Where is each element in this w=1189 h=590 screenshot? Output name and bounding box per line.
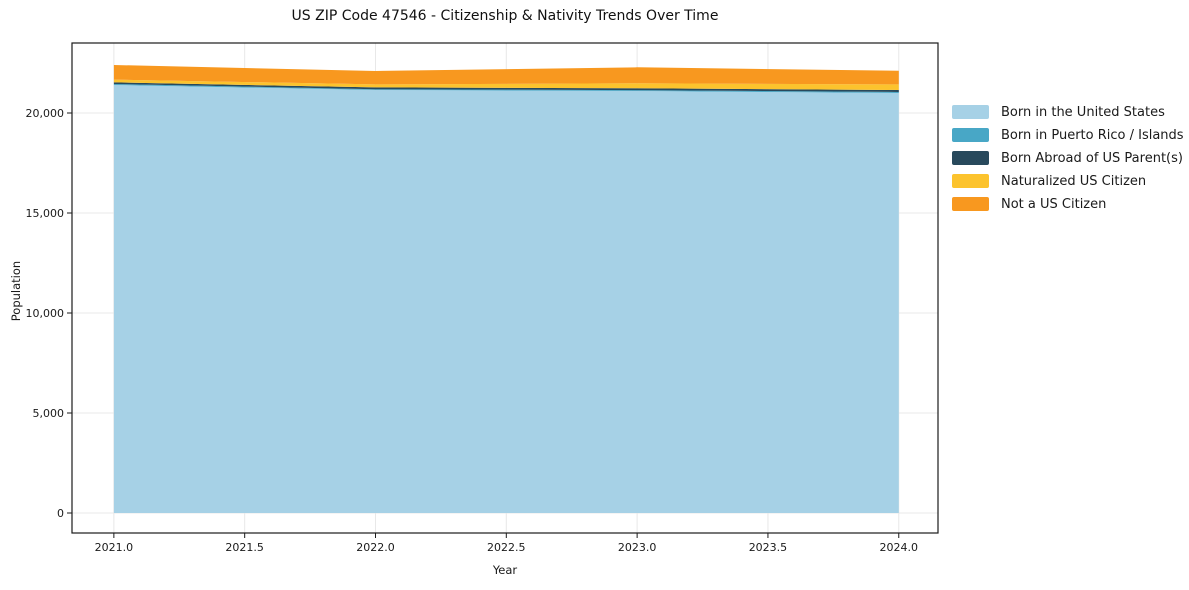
legend-label: Born in the United States xyxy=(1001,104,1165,120)
x-tick-label: 2022.5 xyxy=(487,541,526,554)
area-series-1 xyxy=(113,84,899,93)
plot-border xyxy=(71,42,939,534)
chart-title: US ZIP Code 47546 - Citizenship & Nativi… xyxy=(291,8,719,24)
area-series-3 xyxy=(113,79,899,90)
legend-item-1: Born in Puerto Rico / Islands xyxy=(952,127,1184,143)
legend-item-2: Born Abroad of US Parent(s) xyxy=(952,150,1184,166)
legend-item-0: Born in the United States xyxy=(952,104,1184,120)
x-tick-label: 2024.0 xyxy=(880,541,919,554)
y-tick-label: 5,000 xyxy=(33,407,65,420)
x-tick-label: 2023.0 xyxy=(618,541,657,554)
axis-ticks xyxy=(67,112,900,538)
legend-swatch xyxy=(952,151,989,165)
area-series-0 xyxy=(113,85,899,513)
axis-tick-labels: 2021.0 2021.5 2022.0 2022.5 2023.0 2023.5 2024… xyxy=(26,107,919,554)
legend-label: Naturalized US Citizen xyxy=(1001,173,1147,189)
y-tick-label: 20,000 xyxy=(26,107,65,120)
y-tick-label: 15,000 xyxy=(26,207,65,220)
area-series-4 xyxy=(113,65,899,85)
x-tick-label: 2021.0 xyxy=(95,541,134,554)
legend-label: Born in Puerto Rico / Islands xyxy=(1001,127,1184,143)
y-tick-label: 0 xyxy=(57,507,64,520)
legend-label: Born Abroad of US Parent(s) xyxy=(1001,150,1183,166)
x-tick-label: 2022.0 xyxy=(356,541,395,554)
legend: Born in the United States Born in Puerto … xyxy=(952,104,1184,212)
x-tick-label: 2021.5 xyxy=(225,541,264,554)
legend-swatch xyxy=(952,105,989,119)
x-axis-label: Year xyxy=(492,563,518,577)
legend-swatch xyxy=(952,128,989,142)
x-tick-label: 2023.5 xyxy=(749,541,788,554)
legend-label: Not a US Citizen xyxy=(1001,196,1107,212)
y-tick-label: 10,000 xyxy=(26,307,65,320)
legend-item-4: Not a US Citizen xyxy=(952,196,1184,212)
legend-item-3: Naturalized US Citizen xyxy=(952,173,1184,189)
stacked-areas xyxy=(113,65,899,513)
area-series-2 xyxy=(113,82,899,92)
axes-spines xyxy=(71,42,939,534)
legend-swatch xyxy=(952,197,989,211)
legend-swatch xyxy=(952,174,989,188)
y-axis-label: Population xyxy=(9,260,23,322)
